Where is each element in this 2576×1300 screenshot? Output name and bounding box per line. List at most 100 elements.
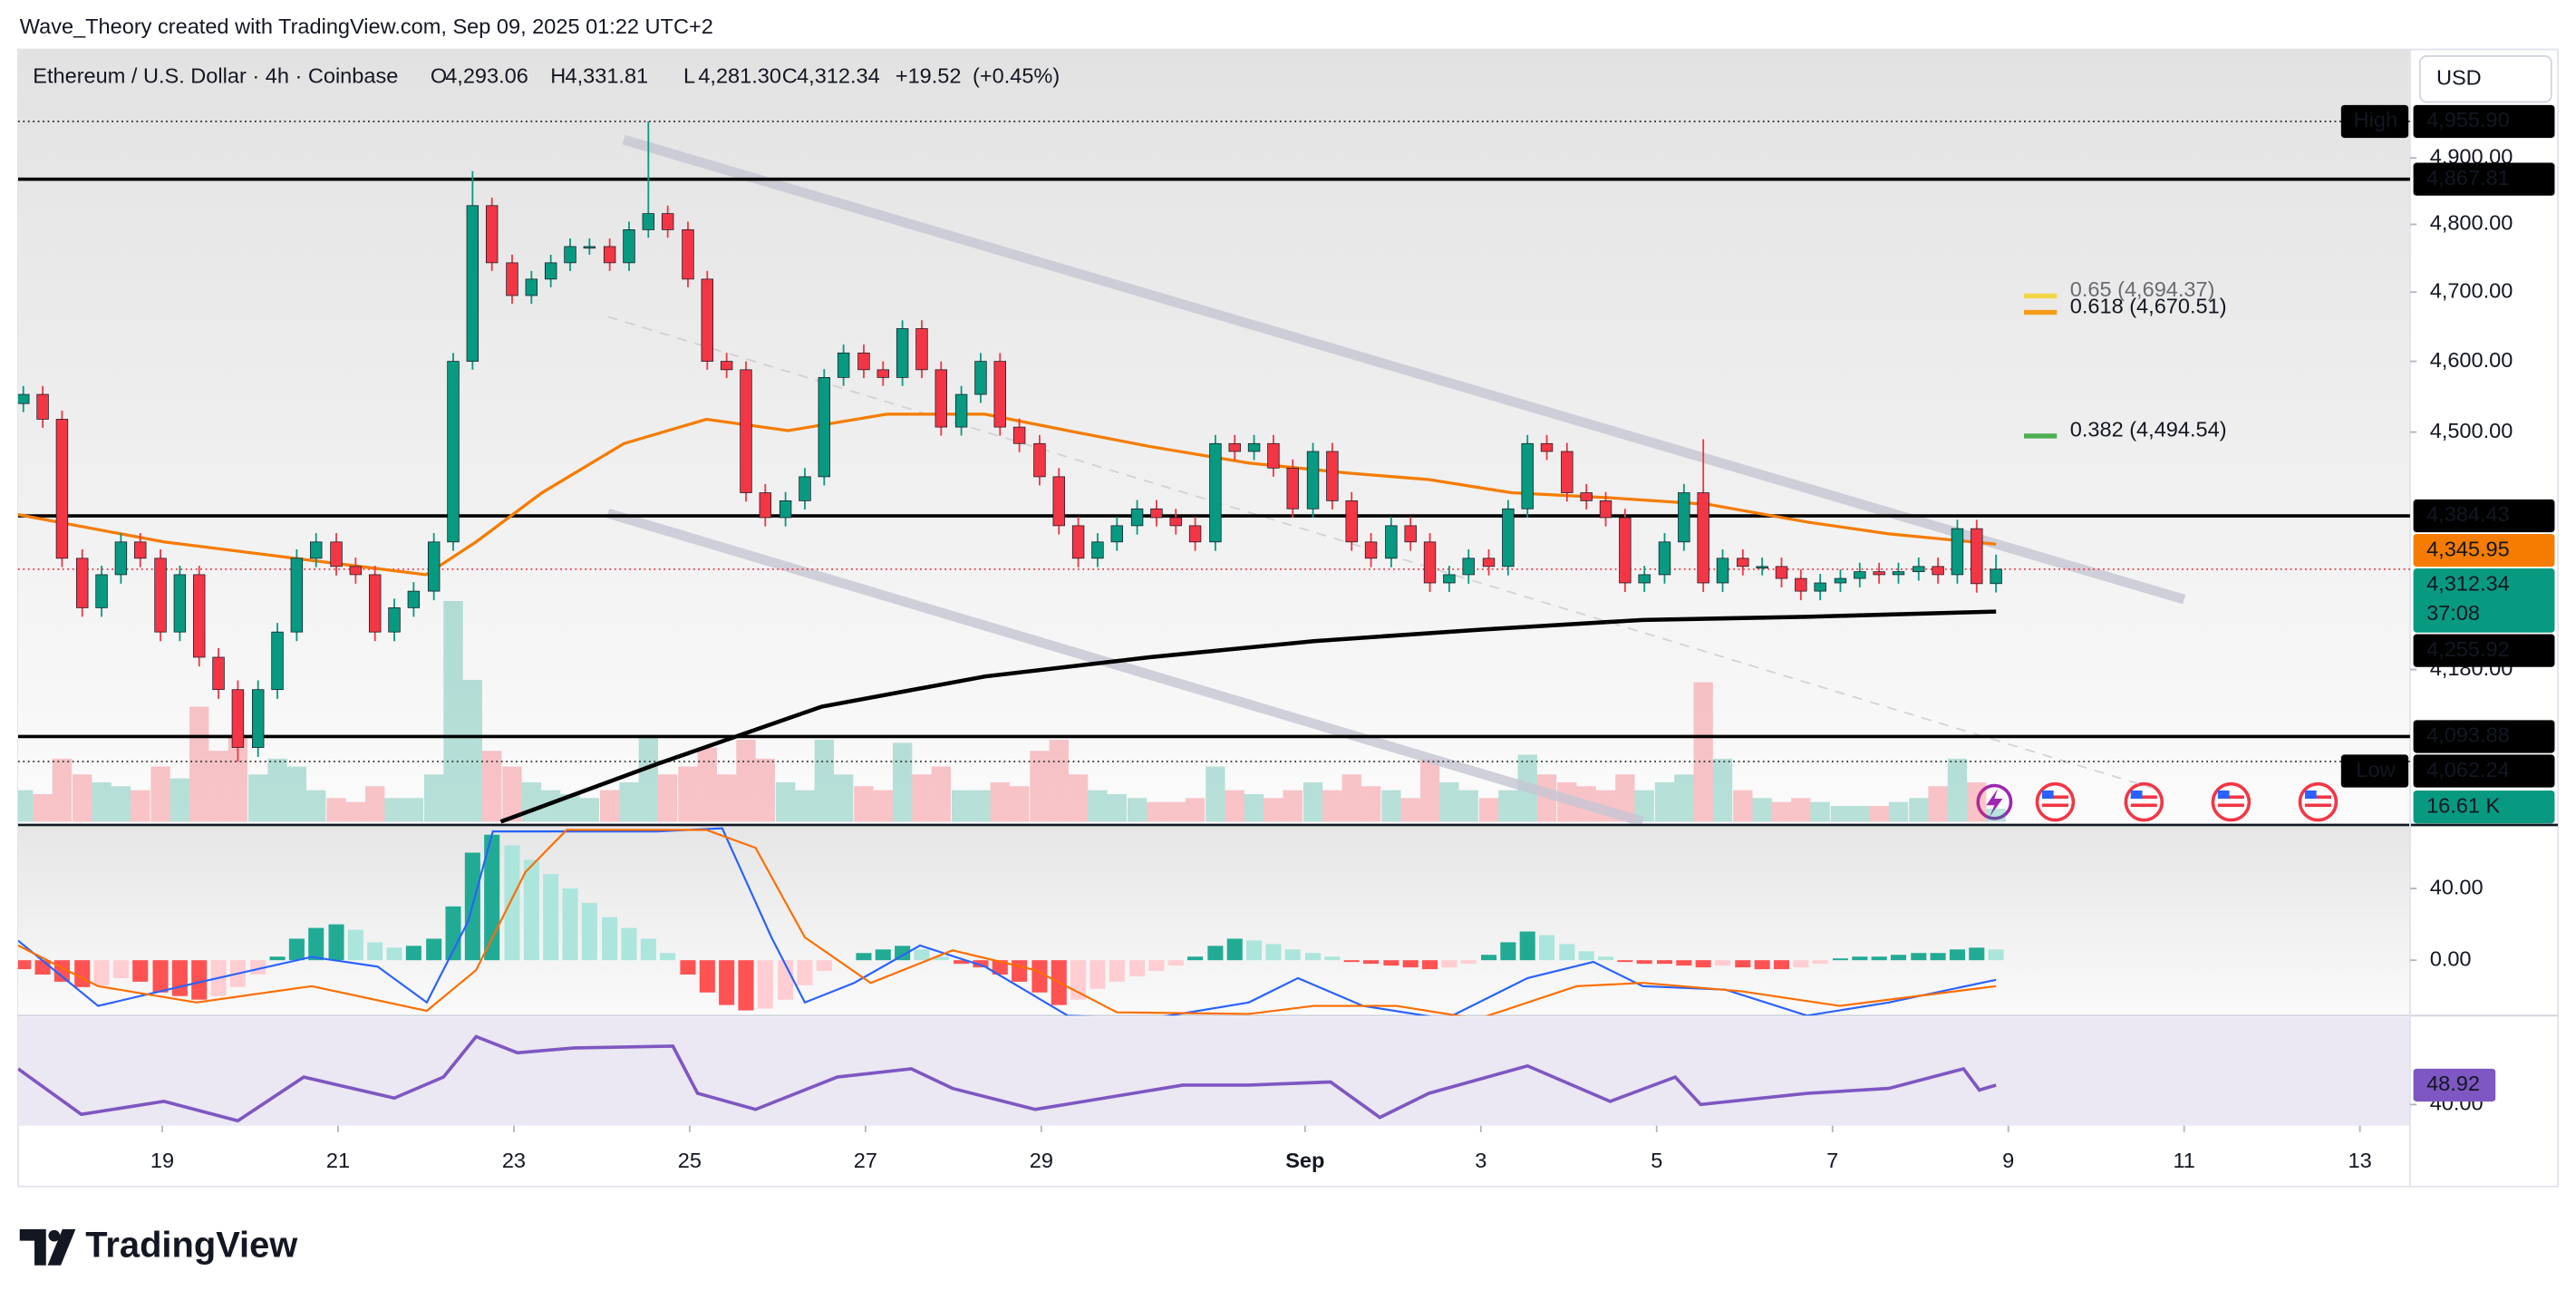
volume-bar [1888,801,1909,822]
macd-histogram-bar [1284,949,1301,961]
macd-histogram-bar [504,845,520,961]
candle-body [759,492,772,519]
volume-bar [17,790,34,822]
macd-histogram-bar [1500,942,1516,961]
macd-histogram-bar [1832,958,1849,961]
currency[interactable]: USD [2436,65,2482,89]
x-tick-label: 9 [2002,1149,2014,1172]
flag-circle[interactable] [2124,781,2164,822]
volume-bar [1771,801,1792,822]
candle-body [1306,451,1320,509]
candle-body [682,229,694,280]
candle-body [818,377,831,478]
volume-bar [1322,790,1342,822]
candle-body [1502,508,1515,568]
volume-bar [697,747,717,822]
candle-body [799,476,811,501]
candle-body [154,558,167,633]
change: +19.52 [896,64,962,88]
y-tick-label: 4,600.00 [2430,348,2513,372]
macd-histogram-bar [1363,960,1380,965]
macd-plot [17,827,2004,1016]
candle-body [1404,525,1417,543]
candle-body [1091,541,1104,559]
candle-body [857,352,870,371]
macd-histogram-bar [954,960,970,965]
volume-bar [1244,793,1264,822]
volume-bar [1147,801,1167,822]
macd-histogram-bar [1656,960,1673,965]
volume-bar [1303,781,1323,822]
volume-bar [1419,758,1440,822]
candle-body [76,558,89,608]
macd-histogram-bar [1383,960,1399,966]
price-badge [2413,533,2555,568]
x-tick-label: 13 [2348,1149,2372,1172]
flag-icon[interactable] [2035,781,2076,822]
logo-dot [48,1229,61,1242]
fib-label: 0.382 (4,494.54) [2070,418,2227,441]
volume-bar [755,758,775,822]
candle-body [1286,467,1299,509]
price-badge [2413,499,2555,533]
volume-bar [189,706,209,822]
volume-bar [384,798,404,822]
volume-bar [306,790,326,822]
candle-body [349,566,363,576]
flag-icon[interactable] [2211,781,2252,822]
candle-body [1795,577,1807,592]
candle-body [1619,517,1632,584]
event-icons [1976,781,2339,822]
candle-body [1267,442,1280,469]
volume-bar [1693,682,1713,822]
flag-circle[interactable] [2298,781,2339,822]
candle-body [1756,566,1768,569]
usd-box[interactable] [2418,54,2552,103]
candle-body [876,369,889,378]
volume-bar [736,740,756,822]
candle-body [954,393,968,428]
volume-bar [92,781,111,822]
macd-histogram-bar [1167,960,1184,966]
flag-circle[interactable] [2035,781,2076,822]
candle-body [212,656,225,691]
volume-bar [1107,793,1127,822]
macd-histogram-bar [34,960,51,975]
macd-histogram-bar [1676,960,1692,966]
volume-bar [111,786,131,822]
candle-body [330,541,343,568]
macd-histogram-bar [1422,960,1438,970]
macd-histogram-bar [1089,960,1106,989]
ohlc-value: 4,312.34 [797,64,880,88]
volume-bar [931,766,951,822]
x-tick-label: 19 [150,1149,174,1172]
extreme-tag [2340,754,2409,788]
ohlc-value: 4,293.06 [445,64,528,88]
volume-bar [1206,766,1225,822]
volume-bar [482,751,502,822]
volume-bar [1009,786,1030,822]
macd-histogram-bar [562,888,578,961]
flag-icon[interactable] [2124,781,2164,822]
volume-bar [1381,790,1401,822]
macd-histogram-bar [1597,956,1614,961]
price-badge-label: 4,384.43 [2426,502,2510,526]
macd-histogram-bar [1636,960,1652,965]
candle-body [114,541,128,576]
macd-histogram-bar [1031,960,1048,993]
macd-histogram-bar [973,960,989,968]
macd-histogram-bar [1441,960,1457,968]
flag-circle[interactable] [2211,781,2252,822]
usd-button[interactable]: USD [2418,54,2552,103]
macd-histogram-bar [1226,938,1243,961]
volume-bar [1634,790,1654,822]
price-badge [2413,720,2555,753]
x-tick-label: 27 [854,1149,877,1172]
macd-histogram-bar [699,960,715,993]
macd-histogram-bar [816,960,832,972]
volume-bar [1752,798,1772,822]
candle-body [740,369,752,493]
volume-bar [990,781,1010,822]
candle-body [1385,525,1398,559]
flag-icon[interactable] [2298,781,2339,822]
